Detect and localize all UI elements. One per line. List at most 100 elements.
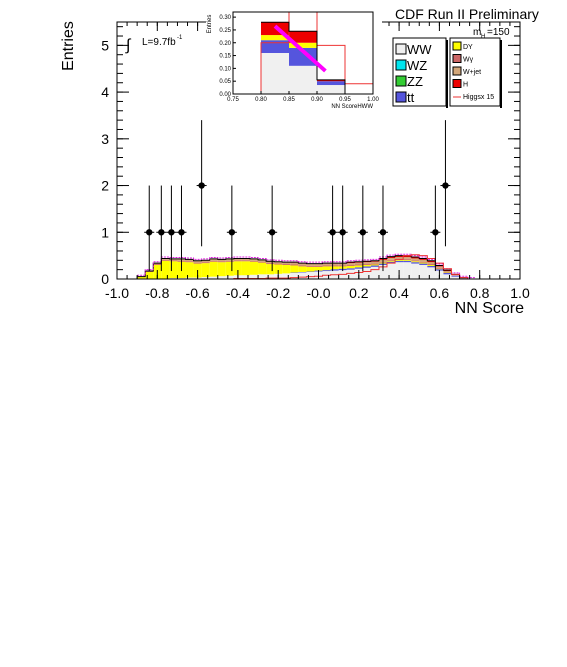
data-marker: [442, 182, 449, 189]
stack-bar: [306, 264, 315, 266]
stack-bar: [346, 268, 355, 270]
inset-y-tick-label: 0.15: [219, 54, 231, 60]
stack-bar: [314, 264, 323, 266]
stack-bar: [403, 259, 412, 261]
inset-y-tick-label: 0.00: [219, 92, 231, 98]
x-tick-label: -0.2: [266, 285, 290, 301]
inset-y-tick-label: 0.05: [219, 79, 231, 85]
stack-bar: [346, 265, 355, 269]
stack-bar: [403, 260, 412, 263]
y-tick-label: 4: [101, 84, 109, 100]
inset-y-tick-label: 0.25: [219, 28, 231, 34]
inset-y-tick-label: 0.10: [219, 66, 231, 72]
stack-bar: [403, 255, 412, 258]
stack-bar: [427, 264, 436, 266]
x-tick-label: -0.0: [306, 285, 330, 301]
legend-label: DY: [463, 44, 473, 51]
stack-bar: [435, 267, 444, 269]
stack-bar: [209, 260, 218, 262]
stack-bar: [209, 261, 218, 277]
x-tick-label: -0.8: [145, 285, 169, 301]
stack-bar: [306, 271, 315, 279]
stack-bar: [185, 277, 194, 279]
mass-value: =150: [487, 27, 510, 38]
stack-bar: [427, 264, 436, 265]
data-point: [327, 185, 338, 272]
inset-bar: [289, 65, 317, 94]
stack-bar: [249, 260, 259, 262]
stack-bar: [451, 275, 460, 277]
legend-entry: DY: [452, 41, 473, 51]
stack-bar: [274, 263, 283, 265]
data-marker: [178, 229, 185, 236]
stack-bar: [249, 274, 259, 279]
stack-bar: [419, 262, 428, 264]
stack-bar: [370, 265, 379, 267]
stack-bar: [370, 264, 379, 266]
y-tick-label: 5: [101, 37, 109, 53]
stack-bar: [282, 264, 291, 274]
data-points: [144, 120, 451, 272]
data-point: [196, 120, 207, 247]
stack-bar: [241, 261, 250, 276]
stack-bar: [233, 261, 242, 276]
inset-bar: [289, 47, 317, 66]
stack-bar: [411, 262, 420, 264]
stack-bar: [161, 259, 170, 261]
stack-bar: [370, 263, 379, 265]
integral-sign: ∫: [125, 37, 132, 54]
data-marker: [168, 229, 175, 236]
stack-bar: [427, 267, 436, 279]
stack-bar: [258, 259, 267, 262]
stack-bar: [346, 269, 355, 279]
stack-bar: [217, 276, 226, 279]
data-point: [337, 185, 348, 272]
stack-bar: [241, 260, 250, 262]
stack-bar: [362, 264, 371, 267]
legend-right-shadow: [500, 40, 502, 108]
stack-outline: [136, 255, 476, 280]
x-tick-label: -0.6: [186, 285, 210, 301]
stack-bar: [193, 262, 202, 264]
stack-bar: [274, 264, 283, 274]
uncertainty-band: [137, 253, 476, 279]
data-point: [357, 185, 368, 272]
stack-bar: [395, 259, 404, 261]
stack-bar: [314, 265, 323, 267]
legend-entry: H: [452, 79, 468, 89]
stack-bar: [370, 266, 379, 279]
stack-bar: [395, 255, 404, 258]
stack-bar: [427, 265, 436, 268]
stack-bar: [209, 276, 218, 279]
stack-bar: [274, 261, 283, 264]
x-axis-label: NN Score: [455, 300, 524, 317]
stack-bar: [354, 264, 363, 266]
stack-bar: [225, 261, 234, 276]
stack-bar: [403, 262, 412, 279]
stack-bar: [201, 277, 210, 279]
stack-bar: [225, 275, 234, 279]
stack-bar: [201, 263, 210, 278]
stack-bar: [258, 262, 267, 275]
stack-bar: [427, 262, 436, 265]
stack-bar: [378, 264, 388, 279]
stack-bar: [193, 260, 202, 263]
stack-bar: [153, 264, 162, 265]
stack-bar: [249, 258, 259, 261]
stack-bar: [282, 262, 291, 265]
inset-y-tick-label: 0.30: [219, 15, 231, 21]
x-tick-label: -0.4: [226, 285, 250, 301]
inset-x-tick-label: 0.80: [255, 97, 267, 103]
x-tick-label: 1.0: [510, 285, 530, 301]
legend-label: W+jet: [463, 69, 481, 76]
stack-bar: [443, 272, 452, 275]
stack-bar: [387, 256, 396, 258]
stack-bar: [443, 274, 452, 279]
stack-bar: [298, 266, 307, 272]
inset-x-tick-label: 0.90: [311, 97, 323, 103]
stack-bar: [362, 262, 371, 265]
stack-bar: [451, 276, 460, 279]
legend-right: DY Wγ W+jet H Higgsx 15: [449, 37, 502, 108]
legend-swatch: [395, 43, 407, 55]
